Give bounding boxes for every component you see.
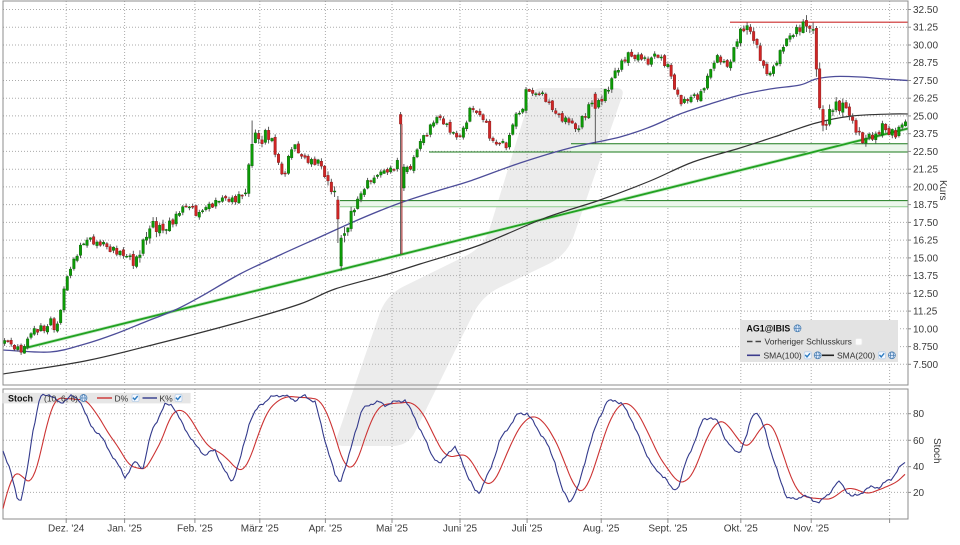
svg-text:26.25: 26.25 — [913, 94, 938, 105]
svg-text:17.50: 17.50 — [913, 218, 938, 229]
svg-text:Sept. '25: Sept. '25 — [648, 524, 688, 535]
svg-text:Jan. '25: Jan. '25 — [107, 524, 142, 535]
svg-text:Kurs: Kurs — [937, 180, 948, 201]
svg-text:31.25: 31.25 — [913, 23, 938, 34]
svg-text:D%: D% — [115, 393, 129, 403]
svg-text:21.25: 21.25 — [913, 165, 938, 176]
svg-text:Stoch: Stoch — [931, 438, 942, 464]
svg-text:7.500: 7.500 — [913, 360, 938, 371]
svg-text:15.00: 15.00 — [913, 253, 938, 264]
svg-text:28.75: 28.75 — [913, 58, 938, 69]
svg-text:Dez. '24: Dez. '24 — [48, 524, 85, 535]
svg-text:K%: K% — [160, 393, 174, 403]
svg-text:SMA(200): SMA(200) — [837, 350, 875, 360]
svg-text:Vorheriger Schlusskurs: Vorheriger Schlusskurs — [765, 337, 852, 347]
svg-text:40: 40 — [913, 462, 925, 473]
svg-text:Aug. '25: Aug. '25 — [583, 524, 620, 535]
svg-text:80: 80 — [913, 409, 925, 420]
svg-text:32.50: 32.50 — [913, 5, 938, 16]
svg-text:SMA(100): SMA(100) — [764, 350, 802, 360]
svg-text:Stoch: Stoch — [8, 393, 33, 403]
svg-text:20.00: 20.00 — [913, 182, 938, 193]
svg-text:11.25: 11.25 — [913, 307, 938, 318]
svg-text:18.75: 18.75 — [913, 200, 938, 211]
svg-text:22.50: 22.50 — [913, 147, 938, 158]
svg-text:16.25: 16.25 — [913, 236, 938, 247]
svg-text:Nov. '25: Nov. '25 — [793, 524, 829, 535]
svg-text:Okt. '25: Okt. '25 — [724, 524, 759, 535]
svg-text:30.00: 30.00 — [913, 41, 938, 52]
svg-text:Apr. '25: Apr. '25 — [309, 524, 343, 535]
svg-text:Mai '25: Mai '25 — [376, 524, 408, 535]
svg-text:8.750: 8.750 — [913, 342, 938, 353]
svg-text:25.00: 25.00 — [913, 111, 938, 122]
svg-text:Feb. '25: Feb. '25 — [177, 524, 213, 535]
svg-text:Juli '25: Juli '25 — [512, 524, 543, 535]
svg-text:10.00: 10.00 — [913, 324, 938, 335]
svg-text:23.75: 23.75 — [913, 129, 938, 140]
svg-text:20: 20 — [913, 488, 925, 499]
svg-text:27.50: 27.50 — [913, 76, 938, 87]
svg-text:März '25: März '25 — [241, 524, 279, 535]
svg-text:60: 60 — [913, 436, 925, 447]
svg-text:12.50: 12.50 — [913, 289, 938, 300]
svg-text:AG1@IBIS: AG1@IBIS — [747, 324, 791, 334]
svg-text:13.75: 13.75 — [913, 271, 938, 282]
svg-text:(10, 6, 6): (10, 6, 6) — [44, 393, 78, 403]
svg-text:Juni '25: Juni '25 — [443, 524, 478, 535]
